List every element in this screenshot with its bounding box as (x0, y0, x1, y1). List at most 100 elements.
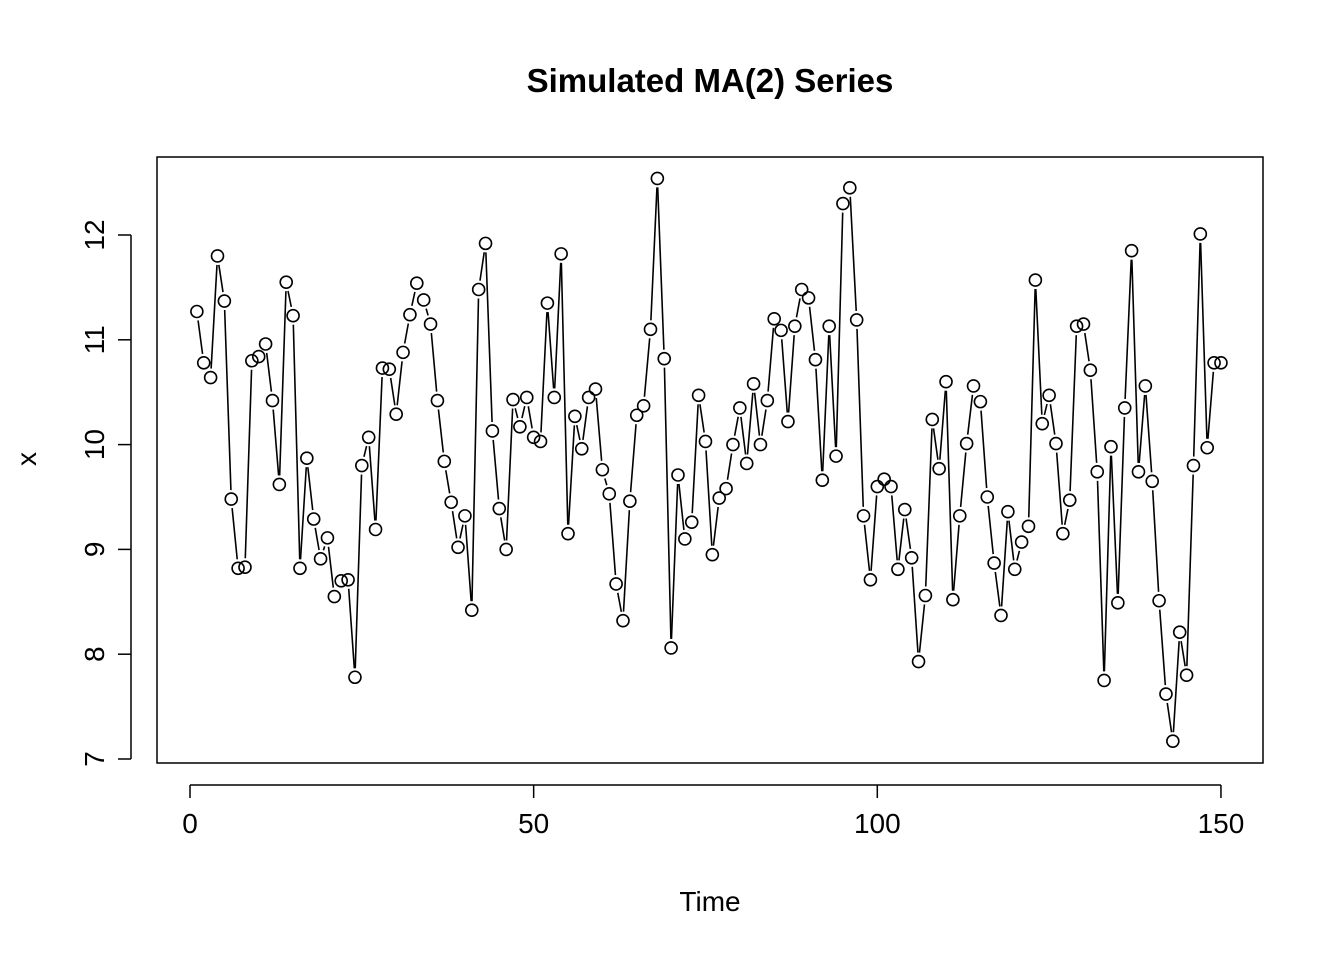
series-segment (691, 404, 699, 514)
data-point (1117, 401, 1132, 415)
data-point (856, 509, 871, 523)
series-segment (1124, 259, 1133, 399)
data-point (313, 552, 328, 566)
y-tick-label: 8 (79, 646, 110, 662)
y-tick-label: 11 (79, 325, 110, 354)
data-point (678, 532, 692, 546)
data-point (1076, 317, 1091, 331)
series-segment (1138, 394, 1146, 463)
x-axis-label: Time (679, 886, 740, 917)
series-segment (1172, 641, 1180, 733)
data-point (733, 401, 747, 415)
series-segment (375, 377, 383, 521)
series-segment (403, 323, 410, 344)
data-point (801, 291, 816, 305)
y-tick-label: 12 (79, 219, 110, 250)
data-point (561, 526, 575, 541)
data-point (946, 592, 960, 607)
series-segment (521, 406, 526, 419)
data-point (540, 296, 555, 310)
data-point (286, 308, 300, 323)
data-point (794, 282, 809, 297)
series-segment (582, 406, 589, 440)
series-segment (287, 290, 293, 308)
data-point (1124, 243, 1139, 258)
y-tick-label: 9 (79, 542, 110, 558)
data-point (870, 479, 885, 494)
series-segment (1110, 455, 1119, 594)
data-point (1200, 440, 1215, 455)
series-segment (575, 424, 581, 441)
data-point (987, 556, 1001, 570)
series-segment (471, 298, 480, 602)
series-segment (1043, 403, 1048, 416)
data-point (1014, 535, 1029, 549)
series-segment (1035, 289, 1043, 415)
series-segment (1016, 550, 1021, 561)
series-segment (815, 368, 823, 472)
data-point (815, 473, 830, 488)
data-point (1179, 668, 1194, 682)
series-segment (740, 416, 747, 455)
data-point (1207, 356, 1221, 370)
plot-area-border (156, 156, 1264, 764)
data-point (341, 572, 355, 587)
data-point (849, 313, 864, 327)
series-segment (663, 367, 672, 639)
x-axis: 0 50 100 150 (182, 784, 1244, 839)
series-segment (656, 187, 665, 350)
series-segment (924, 428, 933, 587)
data-point (829, 449, 843, 463)
data-point (1186, 458, 1201, 473)
series-segment (1186, 474, 1194, 667)
series-segment (1192, 242, 1201, 457)
series-segment (1180, 640, 1186, 667)
data-point (939, 374, 953, 389)
series-segment (1117, 416, 1126, 594)
data-point (430, 393, 445, 408)
data-point (712, 491, 727, 505)
data-point (1166, 734, 1180, 748)
data-point (932, 461, 946, 476)
data-point (396, 345, 410, 360)
x-tick-label: 50 (518, 808, 549, 839)
series-segment (1008, 520, 1015, 561)
data-point (746, 377, 761, 391)
data-point (836, 196, 850, 211)
data-point (609, 577, 623, 591)
data-point (499, 542, 513, 557)
data-point (231, 561, 245, 576)
data-point (1104, 439, 1118, 454)
data-point (1138, 379, 1153, 393)
data-point (217, 294, 232, 308)
series-segment (411, 291, 416, 307)
data-point (719, 481, 733, 496)
x-tick-label: 0 (182, 808, 198, 839)
data-point (265, 393, 280, 408)
series-segment (327, 546, 335, 588)
data-point (774, 323, 788, 338)
series-segment (616, 592, 623, 612)
data-point (808, 352, 823, 367)
data-point (918, 588, 933, 603)
data-point (753, 437, 768, 452)
data-point (1172, 625, 1187, 639)
data-point (451, 540, 465, 555)
data-point (636, 399, 651, 413)
series-segment (987, 505, 995, 555)
data-point (238, 560, 252, 575)
series-segment (678, 483, 685, 531)
series-segment (821, 335, 830, 472)
data-point (458, 509, 472, 523)
data-point (1159, 687, 1173, 701)
series-segment (705, 450, 713, 546)
data-point (884, 479, 898, 494)
series-segment (223, 309, 232, 491)
data-point (410, 276, 424, 291)
data-point (1007, 562, 1022, 577)
data-point (554, 247, 568, 261)
series-segment (1069, 335, 1078, 492)
data-point (196, 356, 211, 370)
series-segment (870, 495, 878, 571)
data-point (423, 317, 438, 331)
